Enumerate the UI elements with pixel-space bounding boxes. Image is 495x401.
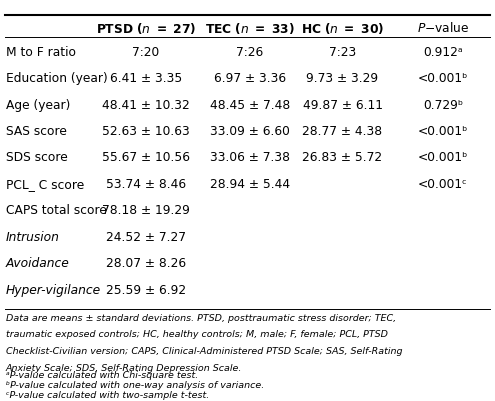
Text: 53.74 ± 8.46: 53.74 ± 8.46 [106,178,186,191]
Text: 48.41 ± 10.32: 48.41 ± 10.32 [102,99,190,111]
Text: 28.94 ± 5.44: 28.94 ± 5.44 [210,178,290,191]
Text: <0.001ᵇ: <0.001ᵇ [418,72,468,85]
Text: <0.001ᶜ: <0.001ᶜ [418,178,468,191]
Text: $\mathbf{HC\ (}$$\mathbf{\mathit{n}}$$\mathbf{\ =\ 30)}$: $\mathbf{HC\ (}$$\mathbf{\mathit{n}}$$\m… [301,20,384,36]
Text: CAPS total score: CAPS total score [6,205,107,217]
Text: $\mathbf{TEC\ (}$$\mathbf{\mathit{n}}$$\mathbf{\ =\ 33)}$: $\mathbf{TEC\ (}$$\mathbf{\mathit{n}}$$\… [205,20,295,36]
Text: Hyper-vigilance: Hyper-vigilance [6,284,101,297]
Text: 33.09 ± 6.60: 33.09 ± 6.60 [210,125,290,138]
Text: SAS score: SAS score [6,125,67,138]
Text: 7:20: 7:20 [132,46,160,59]
Text: 28.77 ± 4.38: 28.77 ± 4.38 [302,125,383,138]
Text: 49.87 ± 6.11: 49.87 ± 6.11 [302,99,383,111]
Text: 24.52 ± 7.27: 24.52 ± 7.27 [106,231,186,244]
Text: Avoidance: Avoidance [6,257,70,270]
Text: $\mathbf{PTSD\ (}$$\mathbf{\mathit{n}}$$\mathbf{\ =\ 27)}$: $\mathbf{PTSD\ (}$$\mathbf{\mathit{n}}$$… [96,20,196,36]
Text: M to F ratio: M to F ratio [6,46,76,59]
Text: 7:26: 7:26 [236,46,264,59]
Text: 52.63 ± 10.63: 52.63 ± 10.63 [102,125,190,138]
Text: Intrusion: Intrusion [6,231,60,244]
Text: <0.001ᵇ: <0.001ᵇ [418,125,468,138]
Text: Anxiety Scale; SDS, Self-Rating Depression Scale.: Anxiety Scale; SDS, Self-Rating Depressi… [6,364,243,373]
Text: Data are means ± standard deviations. PTSD, posttraumatic stress disorder; TEC,: Data are means ± standard deviations. PT… [6,314,396,322]
Text: 0.912ᵃ: 0.912ᵃ [423,46,463,59]
Text: 26.83 ± 5.72: 26.83 ± 5.72 [302,152,383,164]
Text: 6.97 ± 3.36: 6.97 ± 3.36 [214,72,286,85]
Text: 55.67 ± 10.56: 55.67 ± 10.56 [102,152,190,164]
Text: 9.73 ± 3.29: 9.73 ± 3.29 [306,72,379,85]
Text: Age (year): Age (year) [6,99,70,111]
Text: Education (year): Education (year) [6,72,108,85]
Text: ᵇP-value calculated with one-way analysis of variance.: ᵇP-value calculated with one-way analysi… [6,381,264,390]
Text: 78.18 ± 19.29: 78.18 ± 19.29 [102,205,190,217]
Text: 28.07 ± 8.26: 28.07 ± 8.26 [106,257,186,270]
Text: traumatic exposed controls; HC, healthy controls; M, male; F, female; PCL, PTSD: traumatic exposed controls; HC, healthy … [6,330,388,339]
Text: 0.729ᵇ: 0.729ᵇ [423,99,463,111]
Text: ᵃP-value calculated with Chi-square test.: ᵃP-value calculated with Chi-square test… [6,371,198,380]
Text: <0.001ᵇ: <0.001ᵇ [418,152,468,164]
Text: 6.41 ± 3.35: 6.41 ± 3.35 [110,72,182,85]
Text: 7:23: 7:23 [329,46,356,59]
Text: 33.06 ± 7.38: 33.06 ± 7.38 [210,152,290,164]
Text: 25.59 ± 6.92: 25.59 ± 6.92 [106,284,186,297]
Text: Checklist-Civilian version; CAPS, Clinical-Administered PTSD Scale; SAS, Self-Ra: Checklist-Civilian version; CAPS, Clinic… [6,347,402,356]
Text: PCL_ C score: PCL_ C score [6,178,84,191]
Text: ᶜP-value calculated with two-sample t-test.: ᶜP-value calculated with two-sample t-te… [6,391,209,400]
Text: $\mathbf{\mathit{P}\mathrm{-value}}$: $\mathbf{\mathit{P}\mathrm{-value}}$ [417,21,469,35]
Text: SDS score: SDS score [6,152,68,164]
Text: 48.45 ± 7.48: 48.45 ± 7.48 [210,99,290,111]
